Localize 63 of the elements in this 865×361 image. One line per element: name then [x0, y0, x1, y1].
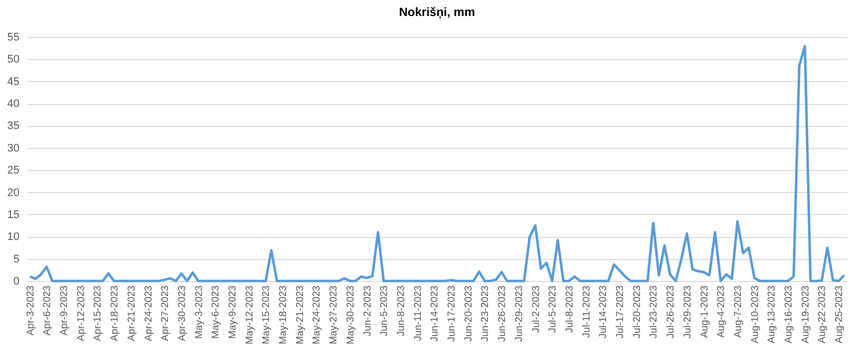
x-tick-label: Apr-18-2023 — [110, 285, 121, 342]
x-tick-label: Jul-11-2023 — [581, 285, 592, 338]
x-tick-label: Apr-15-2023 — [92, 285, 104, 342]
y-tick-label: 25 — [7, 164, 20, 177]
x-tick-label: Apr-3-2023 — [25, 285, 36, 336]
x-tick-label: Jul-2-2023 — [530, 285, 542, 333]
x-tick-label: May-18-2023 — [278, 285, 290, 344]
x-tick-label: Aug-7-2023 — [732, 285, 744, 338]
y-tick-label: 55 — [7, 32, 20, 44]
x-tick-label: Aug-4-2023 — [716, 285, 728, 338]
x-tick-label: Jun-2-2023 — [362, 285, 374, 336]
line-series — [28, 45, 846, 282]
x-tick-label: Jul-23-2023 — [648, 285, 660, 338]
x-tick-label: Jun-23-2023 — [480, 285, 492, 342]
x-tick-label: Aug-19-2023 — [800, 285, 812, 344]
x-tick-label: Jul-26-2023 — [666, 285, 677, 338]
y-tick-label: 20 — [7, 186, 20, 199]
y-tick-label: 0 — [13, 276, 20, 288]
x-tick-label: May-30-2023 — [345, 285, 356, 344]
x-tick-label: Aug-16-2023 — [784, 285, 795, 344]
x-tick-label: Jul-8-2023 — [564, 285, 576, 333]
x-tick-label: Aug-22-2023 — [817, 285, 828, 344]
x-tick-label: May-15-2023 — [261, 285, 272, 344]
x-tick-label: Jun-5-2023 — [379, 285, 390, 336]
x-tick-label: Jun-20-2023 — [463, 285, 474, 342]
y-tick-label: 40 — [7, 98, 20, 110]
x-tick-label: May-9-2023 — [228, 285, 238, 339]
x-tick-label: Apr-6-2023 — [42, 285, 54, 336]
x-tick-label: Apr-21-2023 — [126, 285, 138, 342]
x-tick-label: May-27-2023 — [328, 285, 340, 344]
x-tick-label: Apr-12-2023 — [76, 285, 87, 342]
chart-title: Nokrišņi, mm — [398, 5, 476, 19]
x-tick-label: Apr-24-2023 — [143, 285, 154, 342]
x-tick-label: Jun-17-2023 — [446, 285, 458, 342]
y-tick-label: 15 — [7, 208, 20, 221]
x-tick-label: May-6-2023 — [210, 285, 222, 339]
x-tick-label: Apr-9-2023 — [59, 285, 70, 336]
x-tick-label: Jun-8-2023 — [396, 285, 407, 336]
y-tick-label: 45 — [7, 76, 20, 88]
y-tick-label: 35 — [7, 120, 20, 132]
y-tick-label: 30 — [7, 142, 20, 154]
x-tick-label: Jun-26-2023 — [497, 285, 508, 342]
x-tick-label: Jul-5-2023 — [548, 285, 559, 333]
x-tick-label: Aug-25-2023 — [834, 285, 846, 344]
y-tick-label: 5 — [13, 253, 20, 266]
y-tick-label: 50 — [7, 54, 20, 66]
x-tick-label: Jun-14-2023 — [430, 285, 441, 342]
y-tick-label: 10 — [7, 231, 20, 244]
x-tick-label: May-21-2023 — [294, 285, 306, 344]
x-tick-label: Aug-13-2023 — [766, 285, 778, 344]
x-tick-label: Jul-17-2023 — [615, 285, 626, 338]
x-tick-label: Jul-20-2023 — [632, 285, 643, 338]
x-tick-label: Jun-29-2023 — [514, 285, 525, 342]
x-tick-label: May-24-2023 — [312, 285, 323, 344]
x-tick-label: May-12-2023 — [244, 285, 256, 344]
x-tick-label: Jul-14-2023 — [598, 285, 610, 338]
x-tick-label: Apr-27-2023 — [160, 285, 172, 342]
x-tick-label: Aug-1-2023 — [699, 285, 710, 338]
x-tick-label: Jul-29-2023 — [682, 285, 694, 338]
x-tick-label: Apr-30-2023 — [176, 285, 188, 342]
x-tick-label: Aug-10-2023 — [750, 285, 761, 344]
x-tick-label: May-3-2023 — [194, 285, 205, 339]
x-tick-label: Jun-11-2023 — [412, 285, 424, 341]
